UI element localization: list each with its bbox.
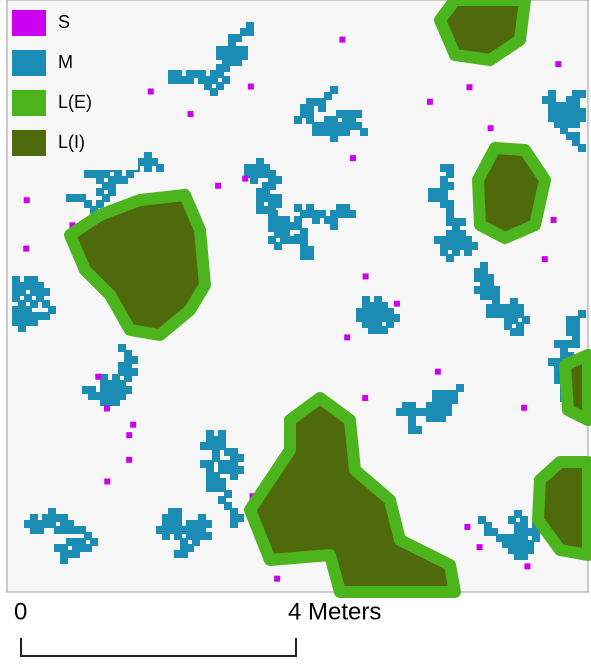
s-patch — [242, 176, 248, 182]
s-patch — [148, 89, 154, 95]
m-patch — [292, 236, 300, 244]
m-patch — [336, 204, 344, 212]
s-patch — [104, 479, 110, 485]
m-patch — [578, 90, 586, 98]
s-patch — [363, 273, 369, 279]
legend-swatch — [12, 50, 46, 76]
m-patch — [234, 34, 242, 42]
m-patch — [118, 344, 126, 352]
m-patch — [30, 300, 38, 308]
legend: SM L(E) L(I) — [8, 2, 138, 170]
page: SML(E)L(I) 0 4 Meters (() => { const dat… — [0, 0, 591, 660]
m-patch — [180, 550, 188, 558]
m-patch — [578, 310, 586, 318]
m-patch — [560, 120, 568, 128]
s-patch — [394, 301, 400, 307]
s-patch — [524, 563, 530, 569]
s-patch — [435, 369, 441, 375]
s-patch — [488, 125, 494, 131]
l-region — [478, 148, 545, 238]
s-patch — [339, 37, 345, 43]
s-patch — [542, 256, 548, 262]
legend-label: L(I) — [58, 132, 85, 152]
s-patch — [427, 99, 433, 105]
m-patch — [446, 164, 454, 172]
s-patch — [248, 84, 254, 90]
m-patch — [432, 414, 440, 422]
s-patch — [477, 544, 483, 550]
s-patch — [126, 432, 132, 438]
s-patch — [467, 84, 473, 90]
l-region — [440, 0, 525, 60]
s-patch — [464, 524, 470, 530]
legend-swatch — [12, 130, 46, 156]
s-patch — [555, 61, 561, 67]
s-patch — [130, 422, 136, 428]
map-figure: SM L(E) L(I) 0 4 Meters — [0, 0, 591, 660]
legend-swatch — [12, 10, 46, 36]
s-patch — [104, 405, 110, 411]
m-patch — [578, 144, 586, 152]
m-patch — [12, 318, 20, 326]
m-patch — [324, 122, 332, 130]
legend-label: M — [58, 52, 73, 72]
legend-swatch — [12, 90, 46, 116]
s-patch — [215, 183, 221, 189]
scale-end-label: 4 Meters — [288, 598, 381, 625]
m-patch — [230, 520, 238, 528]
s-patch — [362, 395, 368, 401]
m-patch — [60, 550, 68, 558]
s-patch — [126, 457, 132, 463]
m-patch — [478, 516, 486, 524]
s-patch — [344, 334, 350, 340]
s-patch — [23, 246, 29, 252]
scale-start-label: 0 — [14, 598, 27, 625]
legend-label: L(E) — [58, 92, 92, 112]
s-patch — [350, 155, 356, 161]
s-patch — [551, 217, 557, 223]
scale-bar — [21, 638, 296, 656]
s-patch — [24, 197, 30, 203]
l-region — [565, 355, 588, 420]
m-patch — [368, 302, 376, 310]
m-patch — [486, 280, 494, 288]
s-patch — [274, 576, 280, 582]
s-patch — [95, 374, 101, 380]
legend-label: S — [58, 12, 70, 32]
s-patch — [188, 111, 194, 117]
s-patch — [521, 405, 527, 411]
m-patch — [144, 164, 152, 172]
